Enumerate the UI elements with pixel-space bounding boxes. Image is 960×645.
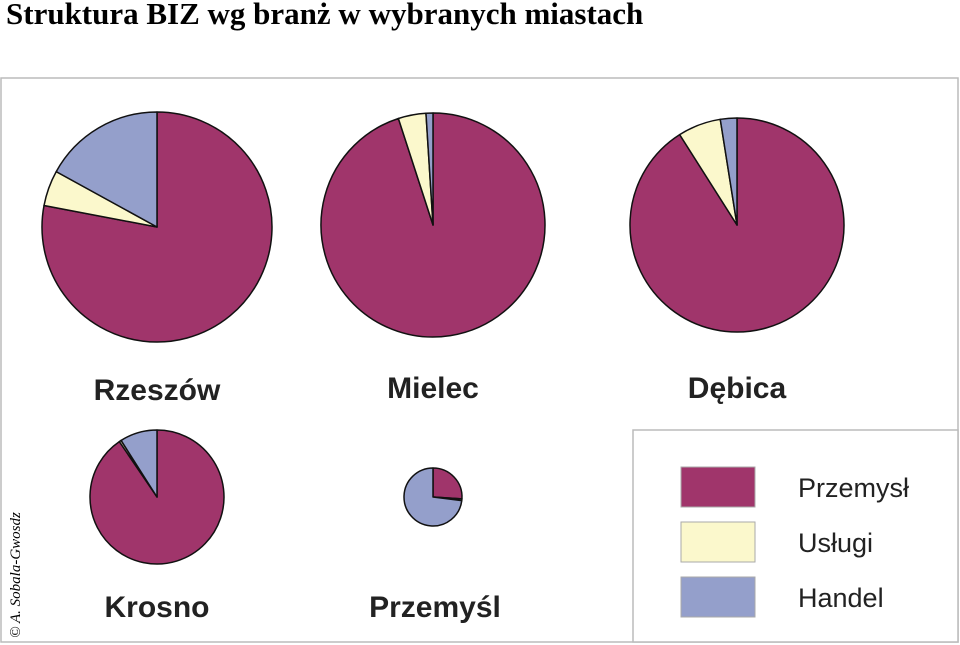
pie-slice: [55, 111, 158, 228]
pie-label: Krosno: [105, 591, 210, 624]
pie-slice: [120, 429, 158, 498]
pie-slice: [425, 112, 434, 226]
legend-label: Handel: [798, 583, 884, 613]
frame: [0, 77, 959, 643]
pie-label: Rzeszów: [94, 374, 221, 407]
legend-swatch: [680, 466, 756, 508]
legend-swatch: [680, 521, 756, 563]
chart-title: Struktura BIZ wg branż w wybranych miast…: [6, 0, 643, 31]
pie-slice: [432, 467, 463, 500]
legend-label: Przemysł: [798, 473, 909, 503]
pie-slice: [403, 467, 463, 527]
legend-label: Usługi: [798, 528, 873, 558]
credit: © A. Sobala-Gwosdz: [8, 512, 24, 638]
pie-slice: [719, 117, 738, 226]
pie-label: Mielec: [387, 372, 479, 405]
pie-label: Dębica: [688, 372, 787, 405]
pie-label: Przemyśl: [369, 591, 501, 624]
legend-swatch: [680, 576, 756, 618]
